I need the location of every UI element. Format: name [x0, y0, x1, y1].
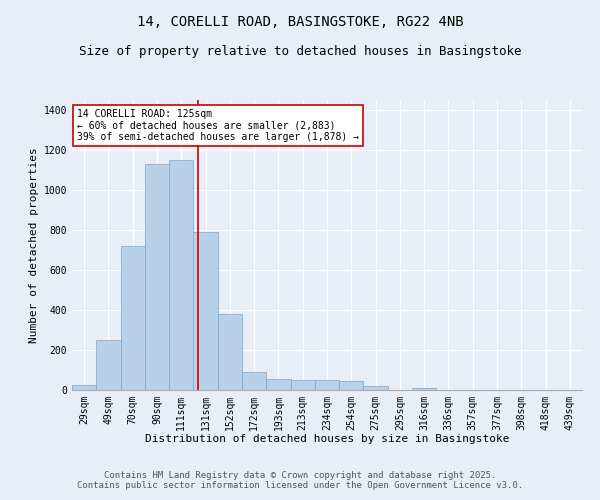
- Bar: [121, 246, 145, 390]
- Bar: [96, 340, 121, 390]
- Bar: [290, 380, 315, 390]
- X-axis label: Distribution of detached houses by size in Basingstoke: Distribution of detached houses by size …: [145, 434, 509, 444]
- Bar: [266, 379, 290, 390]
- Text: 14 CORELLI ROAD: 125sqm
← 60% of detached houses are smaller (2,883)
39% of semi: 14 CORELLI ROAD: 125sqm ← 60% of detache…: [77, 108, 359, 142]
- Bar: [339, 381, 364, 390]
- Bar: [315, 380, 339, 390]
- Text: Contains HM Land Registry data © Crown copyright and database right 2025.
Contai: Contains HM Land Registry data © Crown c…: [77, 470, 523, 490]
- Bar: [218, 314, 242, 390]
- Bar: [169, 160, 193, 390]
- Bar: [145, 164, 169, 390]
- Bar: [72, 385, 96, 390]
- Text: 14, CORELLI ROAD, BASINGSTOKE, RG22 4NB: 14, CORELLI ROAD, BASINGSTOKE, RG22 4NB: [137, 15, 463, 29]
- Bar: [364, 386, 388, 390]
- Bar: [242, 372, 266, 390]
- Bar: [412, 388, 436, 390]
- Text: Size of property relative to detached houses in Basingstoke: Size of property relative to detached ho…: [79, 45, 521, 58]
- Bar: [193, 232, 218, 390]
- Y-axis label: Number of detached properties: Number of detached properties: [29, 147, 40, 343]
